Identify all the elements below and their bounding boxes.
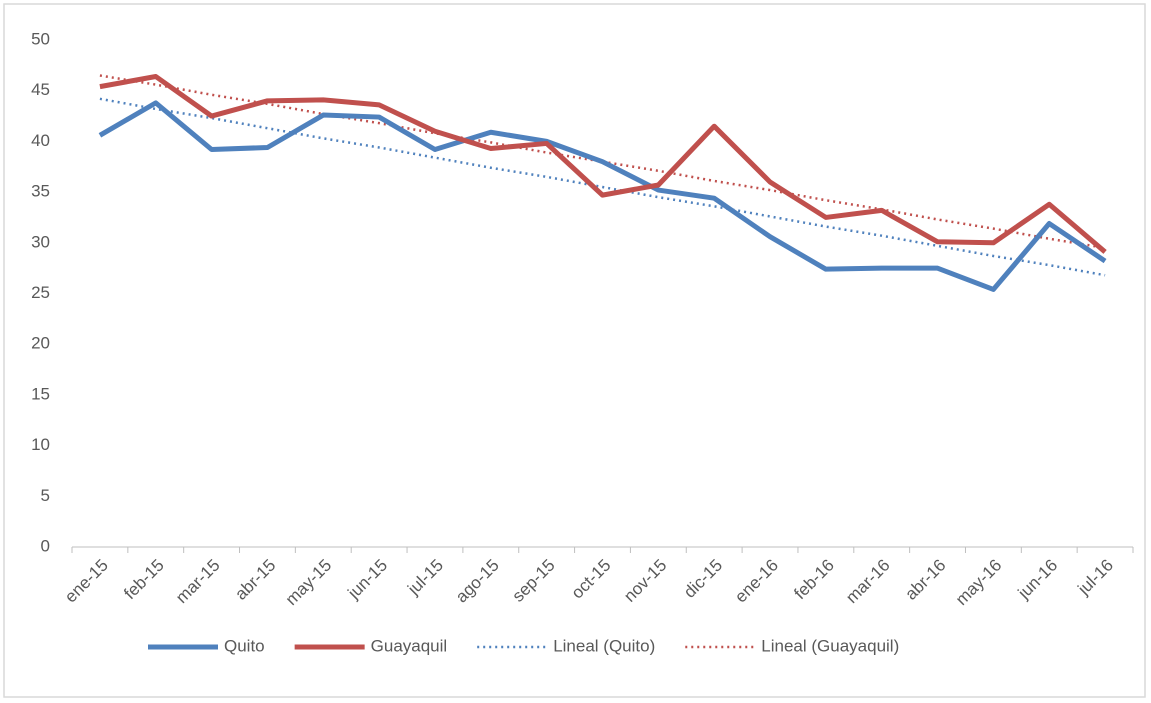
legend-label: Guayaquil bbox=[371, 636, 448, 655]
legend-label: Lineal (Quito) bbox=[553, 636, 655, 655]
chart-frame bbox=[3, 3, 1146, 698]
y-tick-label: 30 bbox=[31, 232, 50, 251]
y-tick-label: 50 bbox=[31, 29, 50, 48]
legend-label: Quito bbox=[224, 636, 265, 655]
series-line bbox=[99, 74, 1106, 250]
y-tick-label: 35 bbox=[31, 182, 50, 201]
y-tick-label: 15 bbox=[31, 384, 50, 403]
y-tick-label: 5 bbox=[41, 486, 50, 505]
y-tick-label: 20 bbox=[31, 334, 50, 353]
series-line bbox=[98, 100, 1107, 292]
y-tick-label: 10 bbox=[31, 435, 50, 454]
series-line bbox=[99, 97, 1106, 277]
legend-label: Lineal (Guayaquil) bbox=[761, 636, 899, 655]
y-tick-label: 40 bbox=[31, 131, 50, 150]
series-line bbox=[99, 74, 1107, 254]
y-tick-label: 45 bbox=[31, 80, 50, 99]
y-tick-label: 25 bbox=[31, 283, 50, 302]
y-tick-label: 0 bbox=[41, 536, 50, 555]
